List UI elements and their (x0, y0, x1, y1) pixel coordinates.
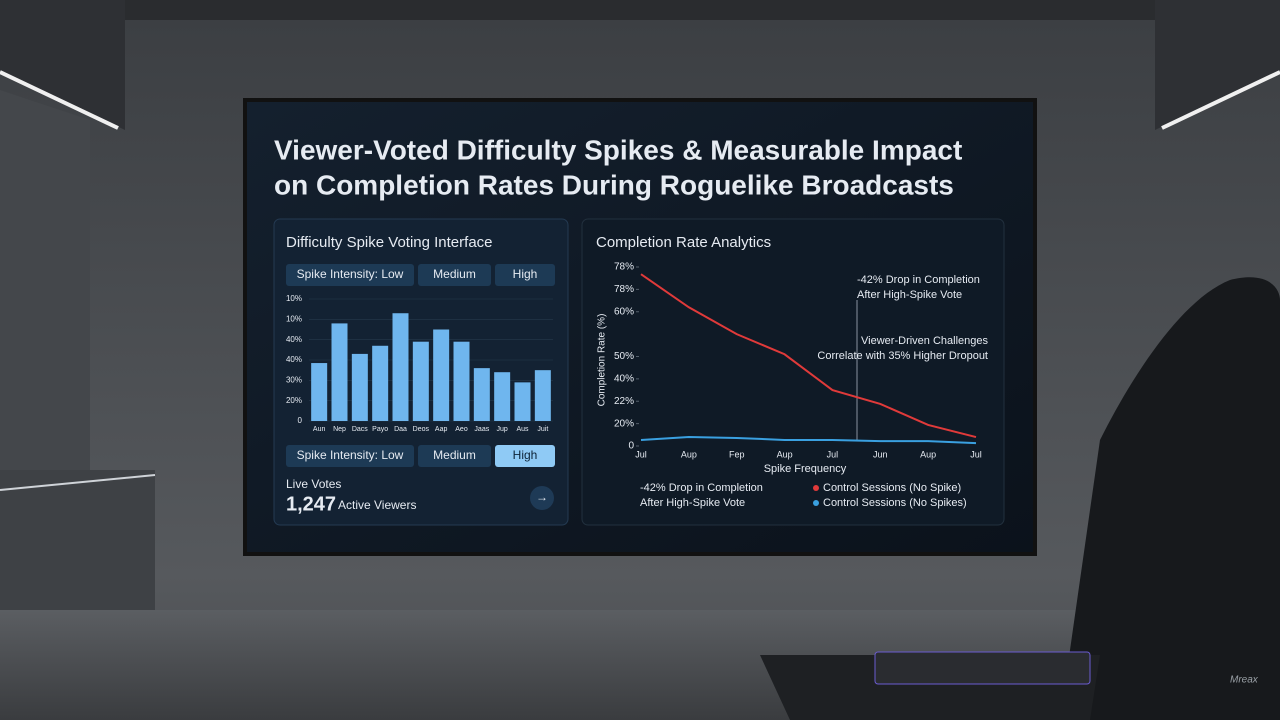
bar (534, 370, 551, 421)
viewer-suffix: Active Viewers (338, 498, 416, 512)
button-label[interactable]: Medium (433, 267, 476, 281)
y-tick-label: 20% (614, 418, 634, 429)
ceiling (0, 0, 1280, 20)
bar (331, 323, 348, 421)
x-tick-label: Jup (497, 426, 508, 433)
cabinet-light (0, 474, 156, 491)
right-soffit (1155, 0, 1280, 130)
x-tick-label: Deos (413, 426, 430, 433)
legend-swatch (813, 485, 819, 491)
button-label[interactable]: High (513, 267, 538, 281)
live-label: Live Votes (286, 477, 341, 491)
y-tick-label: 22% (614, 396, 634, 407)
x-tick-label: Aeo (455, 426, 468, 433)
y-tick-label: 0 (298, 416, 303, 425)
series-line (640, 436, 977, 445)
x-tick-label: Aus (516, 426, 529, 433)
y-tick-label: 40% (286, 335, 302, 344)
x-tick-label: Aup (681, 449, 697, 459)
y-tick-label: 10% (286, 314, 302, 323)
y-tick-label: 78% (614, 262, 634, 273)
bar (433, 329, 450, 421)
legend-note: After High-Spike Vote (640, 497, 745, 509)
y-tick-label: 40% (286, 355, 302, 364)
y-tick-label: 0 (628, 441, 634, 452)
button-label[interactable]: Spike Intensity: Low (297, 448, 404, 462)
annotation: After High-Spike Vote (857, 289, 962, 301)
x-tick-label: Aup (777, 449, 793, 459)
arrow-icon[interactable]: → (536, 490, 548, 504)
x-tick-label: Aap (435, 426, 448, 433)
annotation: Viewer-Driven Challenges (861, 335, 988, 347)
y-tick-label: 10% (286, 294, 302, 303)
panel-title: Difficulty Spike Voting Interface (286, 234, 493, 251)
series-line (640, 273, 977, 439)
button[interactable] (286, 264, 414, 286)
keyboard (874, 651, 1091, 685)
x-tick-label: Jaas (474, 426, 489, 433)
legend-label: Control Sessions (No Spikes) (823, 497, 967, 509)
led-strip (0, 70, 119, 130)
x-tick-label: Jul (635, 449, 647, 459)
button[interactable] (495, 264, 555, 286)
bar (494, 372, 511, 421)
bar (392, 313, 409, 421)
left-wall (0, 90, 90, 480)
y-tick-label: 40% (614, 374, 634, 385)
x-tick-label: Nep (333, 426, 346, 433)
y-tick-label: 50% (614, 351, 634, 362)
arrow-button[interactable] (530, 486, 554, 510)
x-tick-label: Jul (827, 449, 839, 459)
y-axis-label: Completion Rate (%) (597, 314, 608, 407)
title: on Completion Rates During Roguelike Bro… (274, 169, 954, 200)
button-label[interactable]: Spike Intensity: Low (297, 267, 404, 281)
x-tick-label: Daa (394, 426, 407, 433)
panel-title: Completion Rate Analytics (596, 234, 771, 251)
bar (311, 363, 328, 421)
bar (453, 341, 470, 421)
button[interactable] (286, 445, 414, 467)
chair (1060, 277, 1280, 720)
legend-swatch (813, 500, 819, 506)
led-strip (1161, 70, 1280, 130)
x-axis-label: Spike Frequency (764, 463, 847, 475)
cabinet (0, 470, 155, 620)
bar (473, 368, 490, 421)
button[interactable] (418, 445, 491, 467)
legend-label: Control Sessions (No Spike) (823, 482, 961, 494)
annotation: -42% Drop in Completion (857, 274, 980, 286)
watermark: Mreax (1230, 675, 1259, 686)
x-tick-label: Aun (313, 426, 326, 433)
button[interactable] (495, 445, 555, 467)
x-tick-label: Fep (729, 449, 745, 459)
x-tick-label: Juit (537, 426, 548, 433)
y-tick-label: 60% (614, 306, 634, 317)
title: Viewer-Voted Difficulty Spikes & Measura… (274, 134, 962, 165)
annotation: Correlate with 35% Higher Dropout (817, 350, 988, 362)
button-label[interactable]: Medium (433, 448, 476, 462)
button-label[interactable]: High (513, 448, 538, 462)
bar (351, 353, 368, 421)
viewer-count: 1,247 (286, 493, 336, 515)
bar (372, 345, 389, 421)
x-tick-label: Dacs (352, 426, 368, 433)
left-soffit (0, 0, 125, 130)
x-tick-label: Jun (873, 449, 888, 459)
x-tick-label: Aup (920, 449, 936, 459)
bar (412, 341, 429, 421)
bar (514, 382, 531, 421)
analytics-panel (581, 218, 1005, 526)
x-tick-label: Jul (970, 449, 982, 459)
button[interactable] (418, 264, 491, 286)
legend-note: -42% Drop in Completion (640, 482, 763, 494)
x-tick-label: Payo (372, 426, 388, 433)
y-tick-label: 20% (286, 396, 302, 405)
y-tick-label: 78% (614, 284, 634, 295)
y-tick-label: 30% (286, 375, 302, 384)
